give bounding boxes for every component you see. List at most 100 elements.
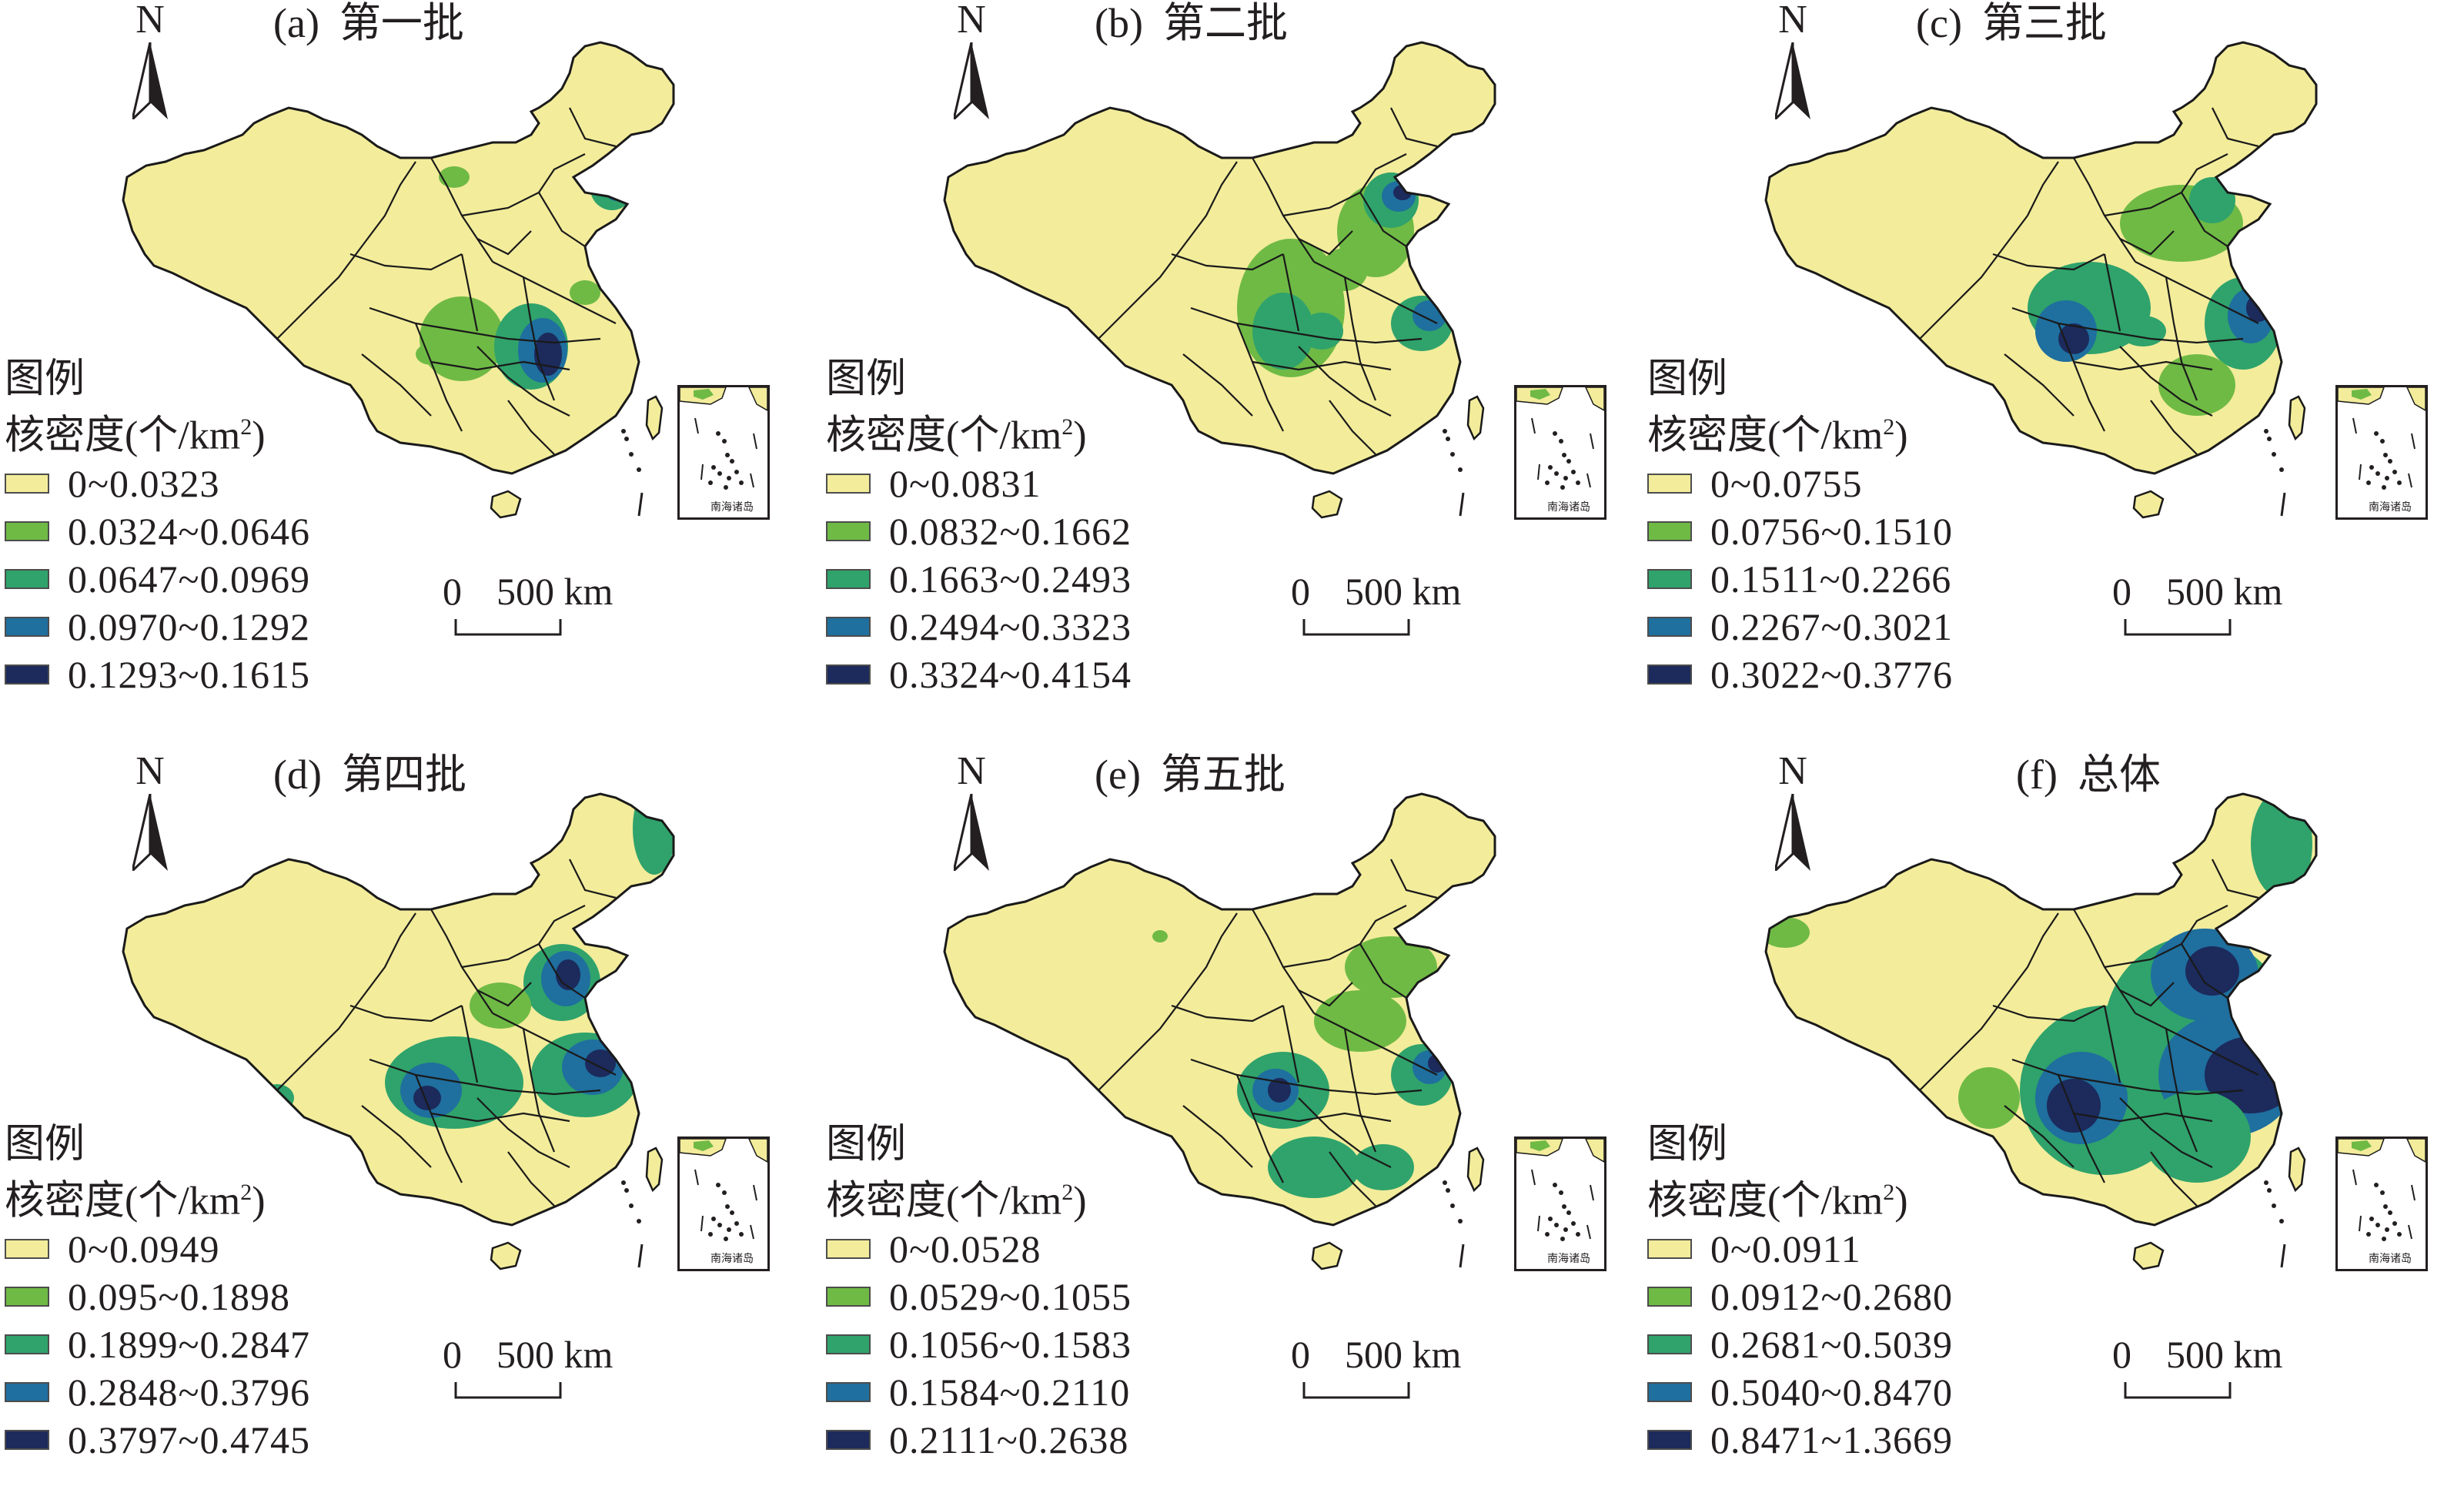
province-border — [1298, 1097, 1392, 1168]
province-border — [538, 192, 586, 247]
legend-swatch — [1647, 474, 1692, 494]
taiwan-island — [645, 1146, 664, 1193]
legend-item: 0.1056~0.1583 — [826, 1321, 1132, 1368]
density-hotspot — [2058, 323, 2089, 354]
province-border — [1235, 323, 1284, 432]
panel-title: (f) 总体 — [2016, 752, 2161, 798]
legend-swatch — [1647, 1382, 1692, 1403]
legend-subtitle-text: 核密度(个/km — [826, 1179, 1062, 1223]
province-border — [276, 161, 416, 340]
panel-label: (e) — [1095, 752, 1141, 798]
map-panel-e: N (e) 第五批 南海诸岛 0 500 km 图例 核密度(个/km2) 0~0.0528 0.… — [821, 752, 1643, 1503]
legend-subtitle-superscript: 2 — [1883, 1180, 1895, 1205]
north-letter: N — [1778, 0, 1807, 42]
scale-zero-label: 0 — [443, 570, 462, 613]
density-hotspot — [2143, 1090, 2251, 1183]
density-hotspot — [1345, 936, 1437, 998]
density-hotspot — [2120, 316, 2166, 346]
province-border — [1390, 859, 1438, 899]
legend-range: 0.0647~0.0969 — [68, 557, 311, 601]
legend-subtitle-superscript: 2 — [1883, 414, 1895, 440]
province-border — [2165, 276, 2198, 401]
legend-range: 0.0324~0.0646 — [68, 510, 311, 554]
offshore-islands — [1443, 1180, 1465, 1268]
density-hotspot — [416, 343, 446, 365]
legend-range: 0.1056~0.1583 — [889, 1323, 1132, 1367]
province-border — [1390, 107, 1438, 148]
province-border — [2165, 1028, 2198, 1153]
legend-title: 图例 — [5, 1123, 85, 1167]
province-border — [369, 306, 601, 344]
legend-swatch — [1647, 1430, 1692, 1451]
hainan-island — [490, 1241, 522, 1270]
legend-range: 0.2267~0.3021 — [1710, 605, 1954, 649]
legend-swatch — [1647, 1239, 1692, 1260]
legend-swatch — [5, 1430, 49, 1451]
china-landmass — [123, 794, 674, 1225]
density-hotspot — [2251, 794, 2312, 898]
legend-range: 0~0.0949 — [68, 1227, 220, 1271]
density-hotspot — [260, 1084, 294, 1112]
density-hotspot — [413, 1086, 441, 1110]
legend-title: 图例 — [1647, 1123, 1728, 1167]
density-hotspot — [2185, 946, 2239, 996]
taiwan-island — [645, 395, 664, 441]
legend-range: 0.3022~0.3776 — [1710, 653, 1954, 697]
legend-item: 0.0324~0.0646 — [5, 507, 310, 555]
legend-item: 0.0970~0.1292 — [5, 603, 310, 651]
density-hotspot — [1352, 1144, 1414, 1190]
province-border — [430, 360, 570, 371]
province-border — [2011, 1058, 2244, 1096]
legend-swatch — [5, 521, 49, 542]
province-border — [414, 1074, 463, 1183]
panel-title-text: 第一批 — [339, 0, 464, 46]
north-letter: N — [135, 0, 165, 42]
north-letter: N — [135, 749, 165, 793]
legend: 图例 核密度(个/km2) 0~0.0528 0.0529~0.1055 0.1056~… — [826, 1121, 1132, 1464]
taiwan-island — [1466, 1146, 1485, 1193]
legend-swatch — [826, 664, 871, 685]
scale-distance-label: 500 km — [1345, 570, 1462, 613]
province-border — [2135, 1013, 2259, 1076]
country-border — [122, 792, 675, 1227]
panel-title: (e) 第五批 — [1095, 752, 1285, 798]
scale-distance-label: 500 km — [2166, 1333, 2283, 1376]
legend-swatch — [5, 1287, 49, 1307]
south-china-sea-inset: 南海诸岛 — [677, 1136, 770, 1271]
legend-subtitle-text: 核密度(个/km — [1647, 413, 1884, 458]
legend-subtitle-close: ) — [252, 413, 266, 458]
province-border — [492, 261, 617, 324]
legend-item: 0~0.0323 — [5, 460, 310, 507]
inset-label: 南海诸岛 — [1547, 501, 1590, 514]
legend-item: 0.1899~0.2847 — [5, 1321, 310, 1368]
china-map — [943, 41, 1496, 519]
inset-label: 南海诸岛 — [710, 1253, 754, 1265]
legend-range: 0~0.0831 — [889, 462, 1041, 506]
legend: 图例 核密度(个/km2) 0~0.0755 0.0756~0.1510 0.1511~… — [1647, 356, 1953, 698]
north-arrow-icon: N — [115, 752, 185, 875]
province-border — [492, 1013, 617, 1076]
north-letter: N — [957, 749, 986, 793]
density-hotspot — [556, 959, 580, 990]
province-border — [2073, 1112, 2213, 1123]
legend-subtitle-text: 核密度(个/km — [5, 413, 241, 458]
density-hotspot — [439, 166, 470, 188]
legend: 图例 核密度(个/km2) 0~0.0323 0.0324~0.0646 0.0647~… — [5, 356, 310, 698]
province-border — [522, 276, 556, 401]
north-arrow-icon: N — [1758, 0, 1827, 123]
province-border — [1359, 943, 1407, 999]
province-border — [2073, 360, 2213, 371]
legend-range: 0.0970~0.1292 — [68, 605, 311, 649]
province-border — [1298, 346, 1392, 417]
legend: 图例 核密度(个/km2) 0~0.0831 0.0832~0.1662 0.1663~… — [826, 356, 1132, 698]
province-border — [2011, 306, 2244, 344]
province-border — [460, 1005, 479, 1083]
legend-item: 0.2267~0.3021 — [1647, 603, 1953, 651]
province-border — [414, 323, 463, 432]
legend-swatch — [826, 1239, 871, 1260]
south-china-sea-inset: 南海诸岛 — [1514, 1136, 1606, 1271]
legend-title: 图例 — [826, 357, 907, 401]
legend-title: 图例 — [5, 357, 85, 401]
legend-item: 0.5040~0.8470 — [1647, 1368, 1953, 1416]
legend-subtitle: 核密度(个/km2) — [5, 403, 310, 460]
